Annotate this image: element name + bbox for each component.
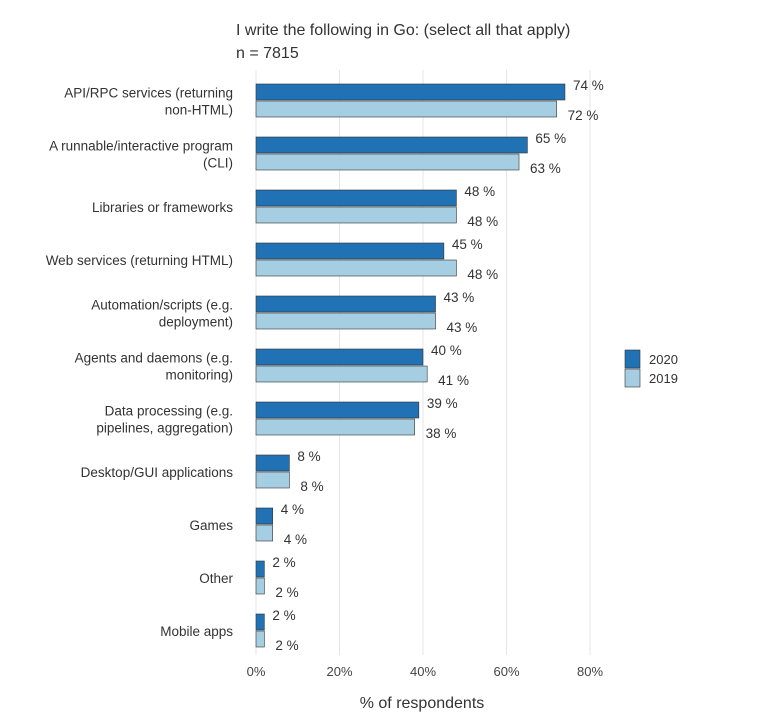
x-tick-label: 20% <box>326 664 352 679</box>
data-label-2020: 48 % <box>464 184 495 199</box>
category-label-line: Automation/scripts (e.g. <box>91 298 233 313</box>
category-label-line: (CLI) <box>203 156 233 171</box>
bar-2020 <box>255 295 436 313</box>
bars <box>255 83 566 648</box>
category-label-line: deployment) <box>159 315 233 330</box>
data-label-2019: 2 % <box>275 638 298 653</box>
data-label-2020: 2 % <box>272 608 295 623</box>
category-label: Web services (returning HTML) <box>46 253 233 268</box>
bar-2020 <box>255 560 265 578</box>
data-label-2019: 63 % <box>530 161 561 176</box>
category-label: Data processing (e.g. pipelines, aggregat… <box>96 404 233 436</box>
legend-swatch-2019 <box>624 368 641 388</box>
category-label-line: Desktop/GUI applications <box>81 465 234 480</box>
category-label-line: API/RPC services (returning <box>64 86 233 101</box>
legend-label: 2019 <box>649 371 678 386</box>
category-label: API/RPC services (returning non-HTML) <box>64 86 233 118</box>
data-label-2019: 2 % <box>275 585 298 600</box>
data-label-2020: 74 % <box>573 78 604 93</box>
data-label-2020: 45 % <box>452 237 483 252</box>
x-tick-label: 0% <box>247 664 266 679</box>
category-label-line: Other <box>199 571 233 586</box>
data-label-2020: 40 % <box>431 343 462 358</box>
category-label-line: A runnable/interactive program <box>49 139 233 154</box>
data-label-2019: 41 % <box>438 373 469 388</box>
data-labels: 74 % 72 %65 % 63 % 48 % 48 % 45 % 48 % 43 % 43 %… <box>272 78 603 653</box>
chart-subtitle: n = 7815 <box>236 45 299 62</box>
x-tick-label: 60% <box>493 664 519 679</box>
legend-label: 2020 <box>649 352 678 367</box>
bar-2019 <box>255 153 520 171</box>
bar-2020 <box>255 613 265 631</box>
category-label-line: Data processing (e.g. <box>105 404 233 419</box>
category-label-line: non-HTML) <box>165 103 233 118</box>
x-tick-labels: 0% 20% 40% 60% 80% <box>247 664 604 679</box>
category-label: Games <box>189 518 233 533</box>
data-label-2019: 8 % <box>300 479 323 494</box>
legend: 2020 2019 <box>624 349 678 388</box>
bar-2020 <box>255 189 457 207</box>
bar-2019 <box>255 365 428 383</box>
bar-2019 <box>255 630 265 648</box>
category-label: Mobile apps <box>160 624 233 639</box>
category-label-line: Web services (returning HTML) <box>46 253 233 268</box>
data-label-2019: 48 % <box>467 214 498 229</box>
bar-2020 <box>255 454 290 472</box>
bar-2020 <box>255 83 566 101</box>
category-label-line: Games <box>189 518 233 533</box>
data-label-2020: 43 % <box>444 290 475 305</box>
category-label-line: pipelines, aggregation) <box>96 421 233 436</box>
data-label-2019: 38 % <box>426 426 457 441</box>
x-tick-label: 80% <box>577 664 603 679</box>
category-label: Other <box>199 571 233 586</box>
category-label: A runnable/interactive program (CLI) <box>49 139 233 171</box>
bar-2020 <box>255 136 528 154</box>
bar-2020 <box>255 401 420 419</box>
bar-2019 <box>255 471 290 489</box>
category-label: Agents and daemons (e.g. monitoring) <box>75 351 233 383</box>
bar-2019 <box>255 206 457 224</box>
x-tick-label: 40% <box>410 664 436 679</box>
data-label-2019: 4 % <box>284 532 307 547</box>
bar-2020 <box>255 507 274 525</box>
data-label-2019: 72 % <box>568 108 599 123</box>
category-label: Automation/scripts (e.g. deployment) <box>91 298 233 330</box>
data-label-2019: 43 % <box>447 320 478 335</box>
category-labels: API/RPC services (returning non-HTML) A ru… <box>46 86 234 640</box>
category-label: Desktop/GUI applications <box>81 465 234 480</box>
category-label-line: Agents and daemons (e.g. <box>75 351 233 366</box>
chart-title: I write the following in Go: (select all… <box>236 22 570 39</box>
category-label: Libraries or frameworks <box>92 200 233 215</box>
bar-2020 <box>255 348 424 366</box>
bar-2020 <box>255 242 445 260</box>
data-label-2020: 2 % <box>272 555 295 570</box>
data-label-2020: 65 % <box>535 131 566 146</box>
legend-swatch-2020 <box>624 349 641 369</box>
bar-2019 <box>255 259 457 277</box>
category-label-line: Mobile apps <box>160 624 233 639</box>
category-label-line: monitoring) <box>165 368 233 383</box>
category-label-line: Libraries or frameworks <box>92 200 233 215</box>
data-label-2020: 8 % <box>297 449 320 464</box>
data-label-2020: 39 % <box>427 396 458 411</box>
bar-2019 <box>255 100 557 118</box>
data-label-2019: 48 % <box>467 267 498 282</box>
data-label-2020: 4 % <box>281 502 304 517</box>
bar-2019 <box>255 577 265 595</box>
bar-2019 <box>255 418 415 436</box>
bar-2019 <box>255 312 436 330</box>
bar-2019 <box>255 524 274 542</box>
x-axis-title: % of respondents <box>360 695 485 712</box>
